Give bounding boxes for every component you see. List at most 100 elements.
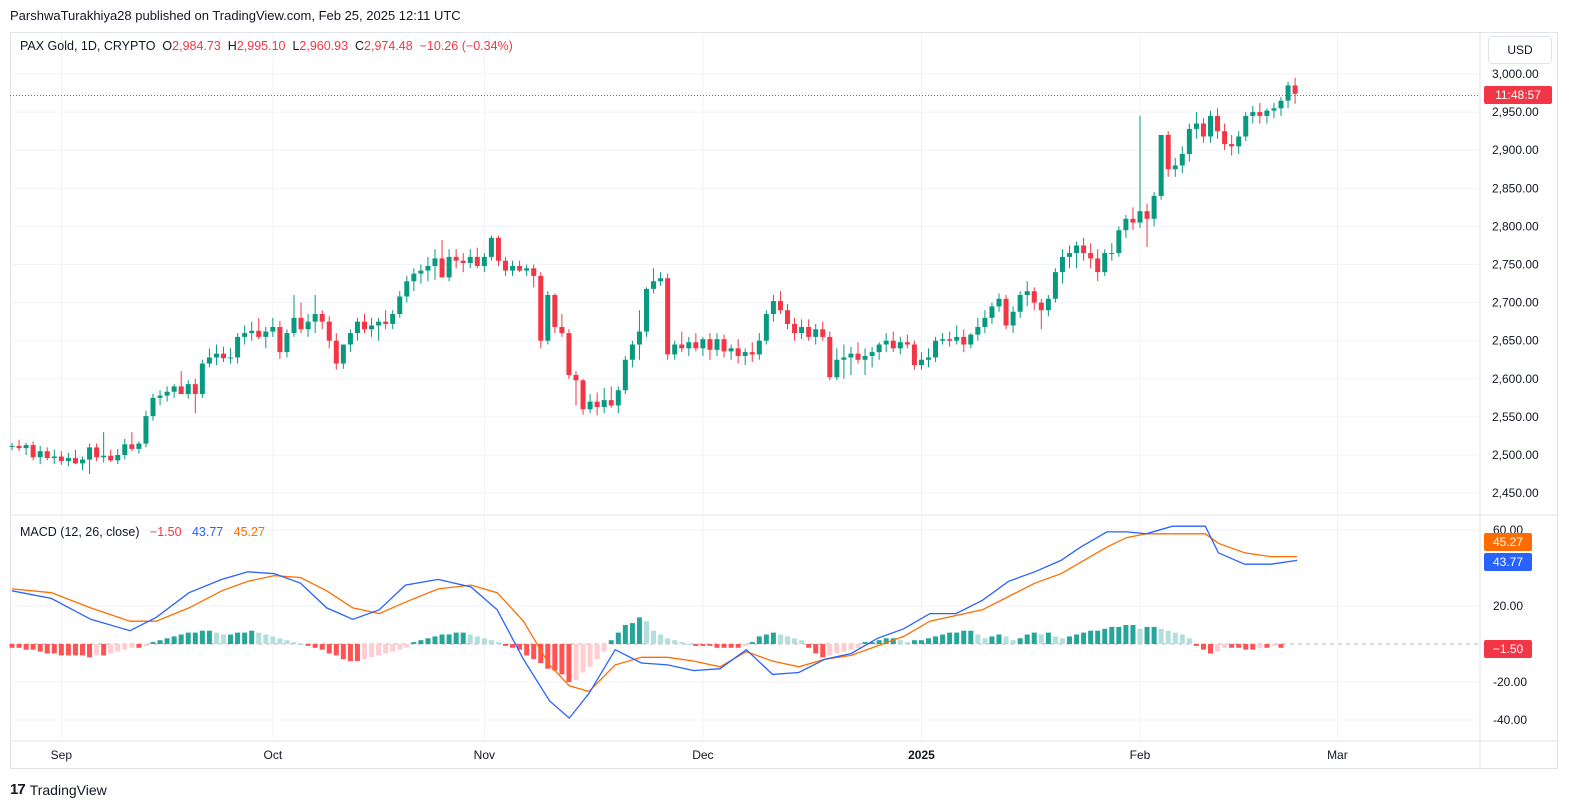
candle[interactable] bbox=[1088, 243, 1094, 269]
candle[interactable] bbox=[136, 441, 142, 454]
candle[interactable] bbox=[1024, 281, 1030, 307]
candle[interactable] bbox=[813, 323, 819, 345]
candle[interactable] bbox=[453, 249, 459, 269]
candle[interactable] bbox=[488, 235, 494, 261]
candle[interactable] bbox=[411, 268, 417, 292]
candle[interactable] bbox=[918, 352, 924, 370]
candle[interactable] bbox=[80, 456, 85, 471]
candle[interactable] bbox=[1222, 123, 1228, 151]
candle[interactable] bbox=[362, 314, 367, 334]
candle[interactable] bbox=[1038, 298, 1044, 330]
candle[interactable] bbox=[1010, 306, 1016, 334]
candle[interactable] bbox=[326, 316, 332, 349]
candle[interactable] bbox=[1102, 249, 1108, 276]
candle[interactable] bbox=[559, 314, 565, 337]
candle[interactable] bbox=[686, 336, 692, 356]
candle[interactable] bbox=[164, 386, 170, 402]
candle[interactable] bbox=[44, 447, 50, 461]
candle[interactable] bbox=[1229, 134, 1235, 156]
candle[interactable] bbox=[354, 317, 360, 341]
candle[interactable] bbox=[37, 445, 43, 465]
candle[interactable] bbox=[277, 320, 283, 359]
candle[interactable] bbox=[1158, 134, 1164, 200]
candle[interactable] bbox=[481, 253, 487, 273]
candle[interactable] bbox=[221, 346, 226, 363]
candle[interactable] bbox=[432, 249, 438, 280]
candle[interactable] bbox=[206, 348, 212, 368]
candle[interactable] bbox=[629, 340, 635, 368]
candle[interactable] bbox=[785, 304, 790, 330]
candle[interactable] bbox=[1045, 294, 1051, 317]
candle[interactable] bbox=[1095, 249, 1101, 282]
candle[interactable] bbox=[940, 333, 946, 345]
candle[interactable] bbox=[425, 256, 431, 282]
candle[interactable] bbox=[517, 260, 523, 273]
candle[interactable] bbox=[989, 302, 995, 324]
candle[interactable] bbox=[531, 264, 537, 288]
candle[interactable] bbox=[594, 392, 600, 416]
candle[interactable] bbox=[911, 340, 917, 370]
candle[interactable] bbox=[340, 344, 346, 369]
candle[interactable] bbox=[58, 451, 64, 465]
candle[interactable] bbox=[1074, 241, 1080, 269]
candle[interactable] bbox=[390, 310, 396, 330]
candle[interactable] bbox=[524, 264, 530, 276]
candle[interactable] bbox=[897, 336, 903, 355]
candle[interactable] bbox=[397, 291, 403, 318]
candle[interactable] bbox=[1165, 131, 1171, 177]
candle[interactable] bbox=[876, 342, 882, 360]
candle[interactable] bbox=[665, 273, 671, 360]
candle[interactable] bbox=[510, 260, 516, 276]
candle[interactable] bbox=[763, 310, 769, 345]
candle[interactable] bbox=[1123, 214, 1129, 238]
candle[interactable] bbox=[848, 346, 854, 375]
candle[interactable] bbox=[806, 319, 812, 341]
candle[interactable] bbox=[1257, 102, 1263, 124]
candle[interactable] bbox=[199, 359, 205, 398]
candle[interactable] bbox=[270, 317, 276, 337]
candle[interactable] bbox=[460, 253, 466, 273]
candle[interactable] bbox=[721, 334, 727, 358]
candle[interactable] bbox=[94, 443, 100, 462]
candle[interactable] bbox=[178, 371, 184, 395]
candle[interactable] bbox=[333, 333, 339, 370]
candle[interactable] bbox=[961, 329, 967, 353]
candle[interactable] bbox=[1137, 115, 1143, 228]
candle[interactable] bbox=[756, 333, 762, 360]
candle[interactable] bbox=[728, 344, 734, 360]
candle[interactable] bbox=[869, 346, 875, 368]
candle[interactable] bbox=[1186, 123, 1192, 162]
candle[interactable] bbox=[16, 439, 22, 452]
candle[interactable] bbox=[608, 386, 614, 408]
candle[interactable] bbox=[284, 329, 290, 358]
candle[interactable] bbox=[404, 275, 410, 303]
candle[interactable] bbox=[23, 442, 29, 455]
candle[interactable] bbox=[1172, 157, 1178, 177]
candle[interactable] bbox=[700, 336, 706, 356]
candle[interactable] bbox=[291, 294, 297, 337]
candle[interactable] bbox=[1052, 268, 1058, 303]
candle[interactable] bbox=[298, 302, 304, 334]
candle[interactable] bbox=[1236, 131, 1242, 155]
candle[interactable] bbox=[890, 331, 896, 353]
candle[interactable] bbox=[213, 344, 219, 366]
candle[interactable] bbox=[1017, 291, 1023, 318]
candle[interactable] bbox=[968, 333, 974, 349]
candle[interactable] bbox=[1003, 294, 1009, 330]
candle[interactable] bbox=[707, 333, 713, 360]
candle[interactable] bbox=[841, 344, 847, 379]
candle[interactable] bbox=[1215, 108, 1221, 139]
candle[interactable] bbox=[615, 386, 621, 414]
candle[interactable] bbox=[235, 333, 241, 364]
candle[interactable] bbox=[1292, 77, 1298, 104]
candle[interactable] bbox=[644, 287, 649, 337]
candle[interactable] bbox=[651, 268, 657, 294]
candle[interactable] bbox=[580, 378, 586, 415]
candle[interactable] bbox=[376, 317, 382, 341]
candle[interactable] bbox=[622, 355, 628, 395]
candle[interactable] bbox=[171, 384, 177, 398]
candle[interactable] bbox=[446, 249, 452, 282]
currency-button[interactable]: USD bbox=[1488, 36, 1552, 64]
candle[interactable] bbox=[926, 348, 931, 368]
